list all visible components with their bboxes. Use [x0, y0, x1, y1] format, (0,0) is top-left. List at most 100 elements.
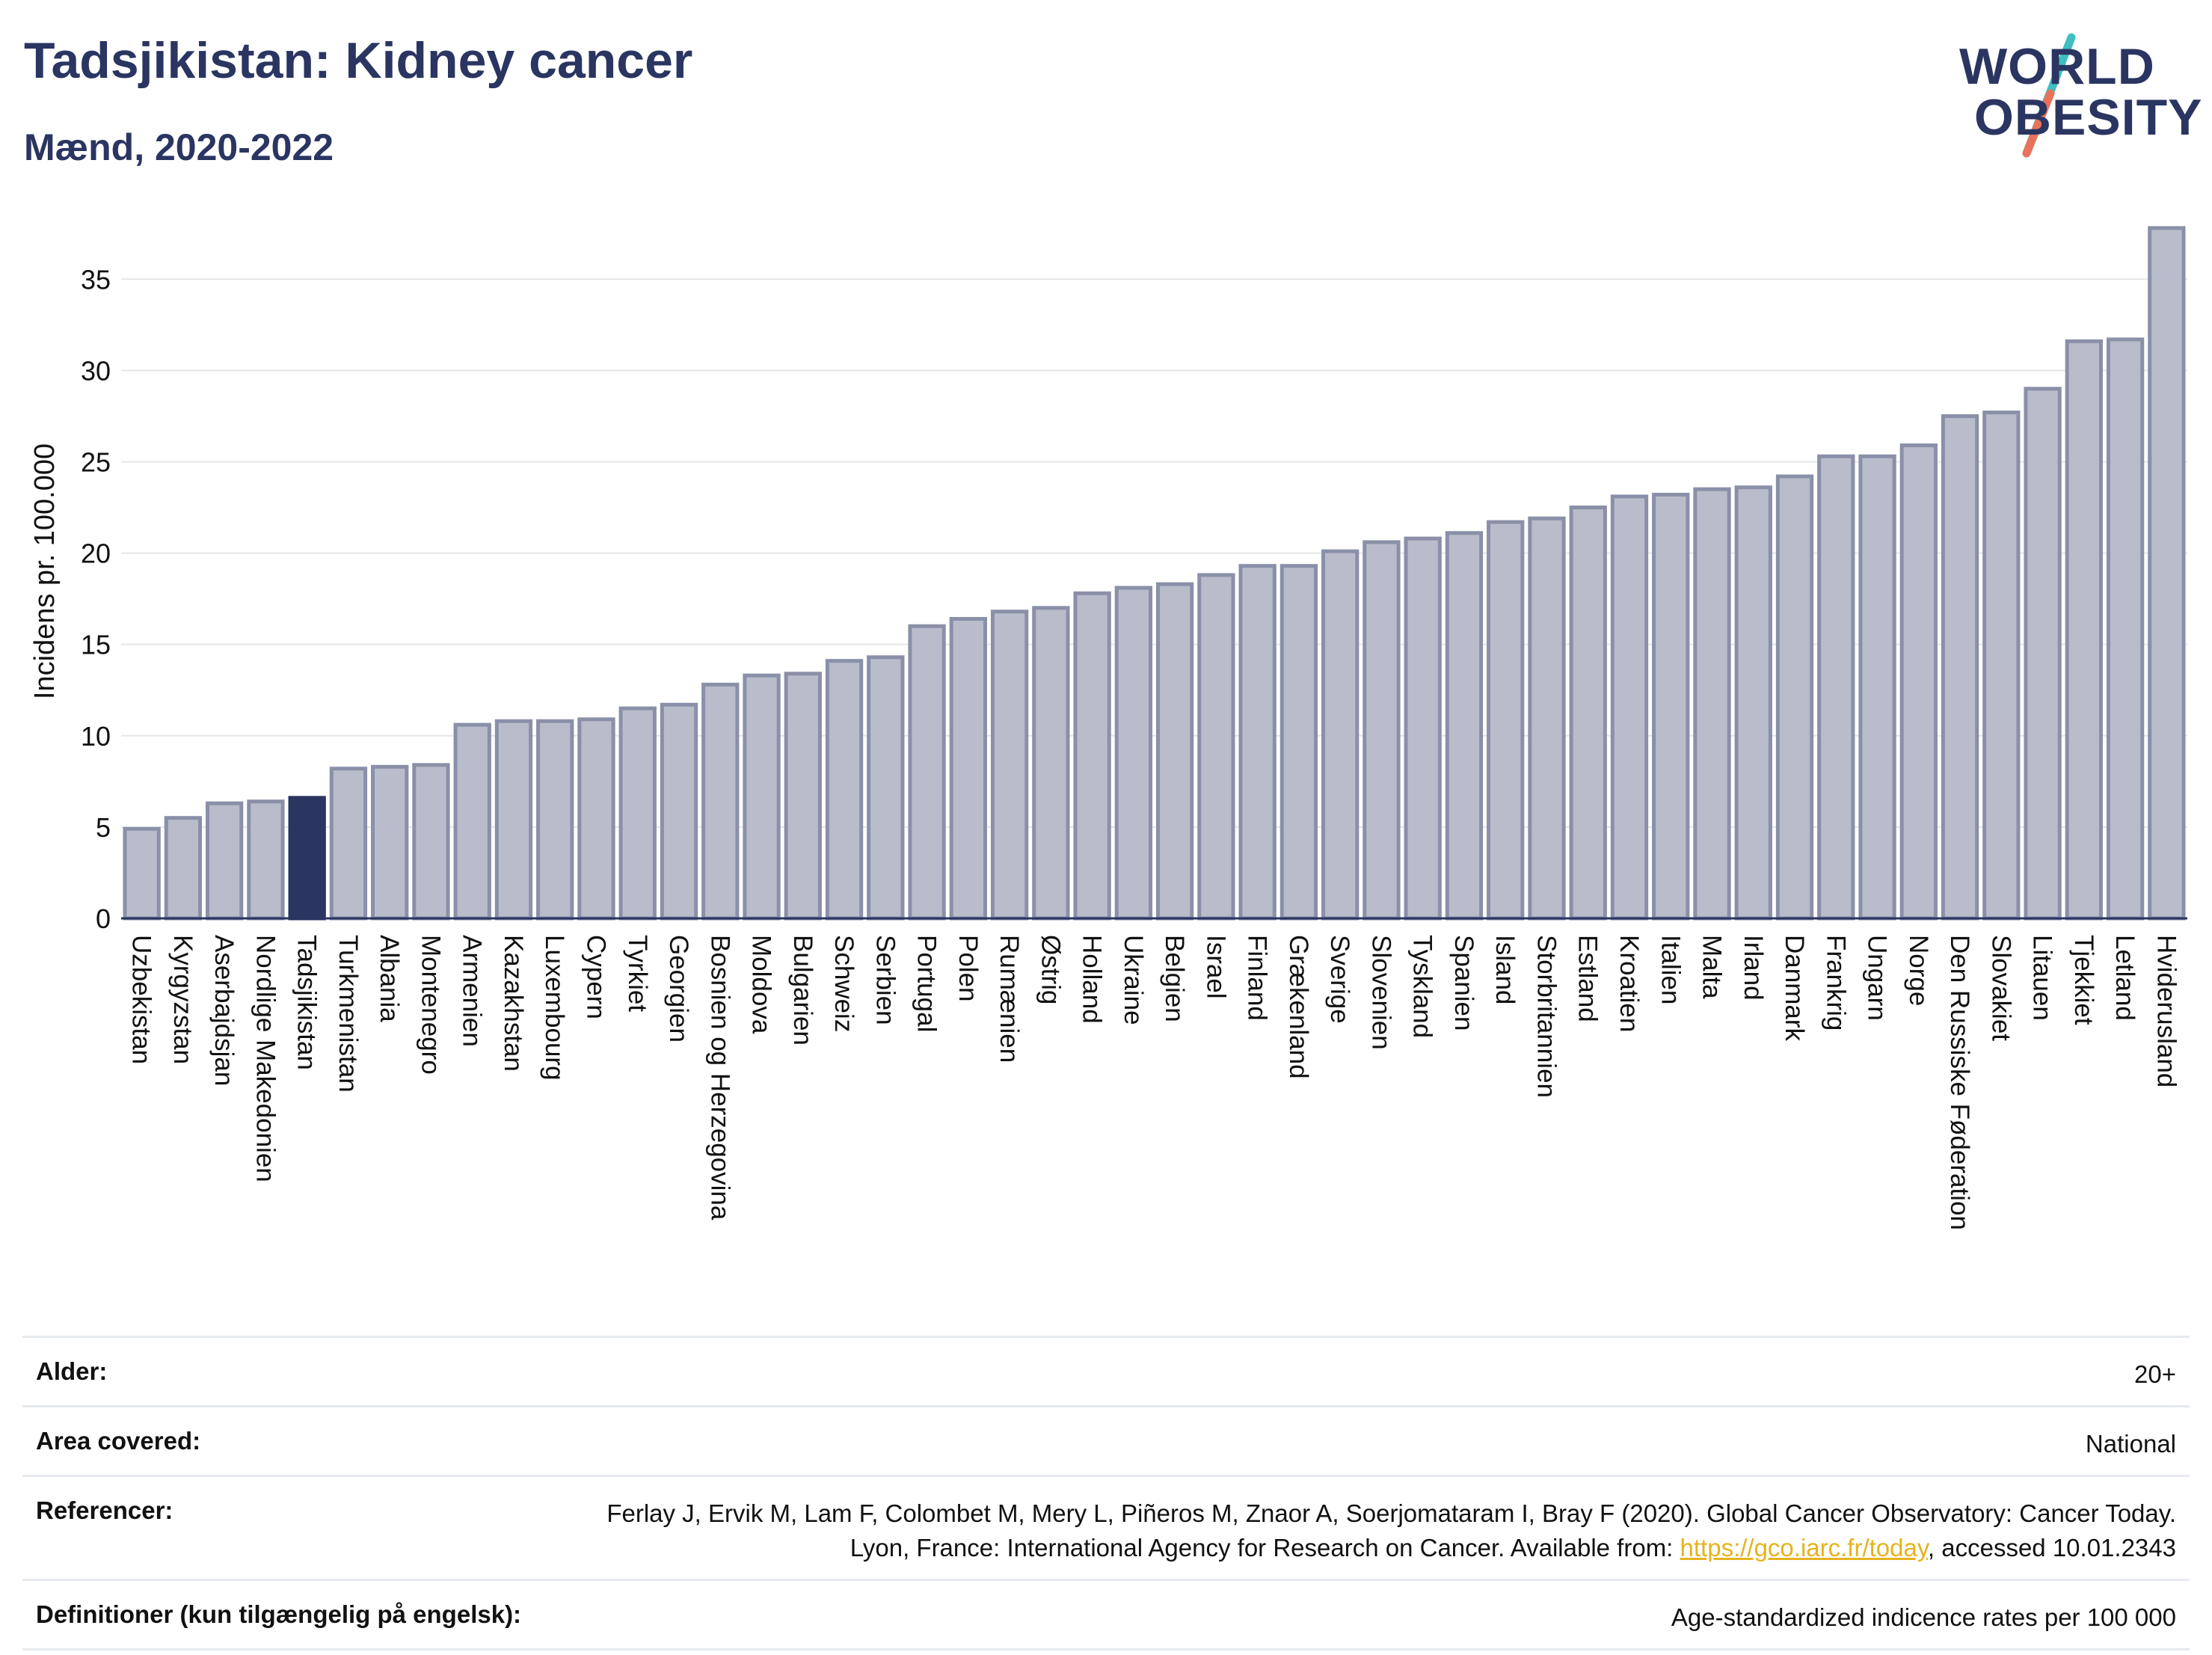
y-tick-label: 5 — [96, 812, 111, 843]
bar[interactable] — [371, 764, 409, 921]
x-tick-label: Rumænien — [995, 935, 1024, 1063]
bar[interactable] — [205, 801, 244, 921]
logo-slash-icon — [2022, 33, 2076, 158]
x-tick-label: Estland — [1573, 935, 1603, 1022]
x-tick-label: Schweiz — [829, 935, 858, 1032]
area-label: Area covered: — [36, 1427, 201, 1455]
bar[interactable] — [2024, 387, 2062, 921]
bar[interactable] — [1032, 606, 1070, 921]
x-tick-label: Kyrgyzstan — [168, 935, 197, 1064]
x-tick-label: Moldova — [747, 935, 776, 1034]
bar[interactable] — [412, 763, 450, 921]
bar[interactable] — [1610, 494, 1649, 921]
x-tick-labels: Uzbekistan Kyrgyzstan Aserbajdsjan Nordlige… — [127, 935, 2181, 1230]
meta-row-area: Area covered: National — [22, 1405, 2190, 1475]
bar[interactable] — [1817, 454, 1855, 921]
bar[interactable] — [1445, 531, 1484, 921]
bar[interactable] — [1362, 540, 1401, 921]
bar[interactable] — [2065, 339, 2104, 921]
bars — [123, 226, 2186, 921]
bar[interactable] — [660, 702, 698, 921]
bar[interactable] — [949, 616, 987, 921]
bar[interactable] — [1197, 573, 1235, 921]
x-tick-label: Cypern — [581, 935, 610, 1019]
bar[interactable] — [329, 767, 368, 921]
x-tick-label: Finland — [1243, 935, 1272, 1021]
y-tick-label: 15 — [81, 630, 111, 660]
bar[interactable] — [1775, 474, 1814, 921]
reference-link[interactable]: https://gco.iarc.fr/today — [1680, 1534, 1928, 1562]
bar[interactable] — [247, 799, 285, 921]
bar[interactable] — [1569, 506, 1607, 921]
bar[interactable] — [123, 826, 161, 921]
definitions-value: Age-standardized indicence rates per 100… — [1671, 1603, 2176, 1631]
y-tick-label: 20 — [81, 538, 111, 569]
x-tick-label: Tadsjikistan — [292, 935, 322, 1070]
x-tick-label: Litauen — [2028, 935, 2057, 1021]
x-tick-label: Den Russiske Føderation — [1945, 935, 1974, 1230]
bar[interactable] — [908, 624, 946, 921]
references-value: Ferlay J, Ervik M, Lam F, Colombet M, Me… — [568, 1496, 2176, 1565]
bar[interactable] — [1941, 414, 1979, 921]
bar[interactable] — [1652, 492, 1690, 921]
bar[interactable] — [1528, 516, 1566, 921]
bar[interactable] — [1899, 443, 1938, 921]
bar[interactable] — [1155, 582, 1194, 921]
bar[interactable] — [288, 796, 326, 921]
bar[interactable] — [577, 717, 615, 921]
bar[interactable] — [1321, 549, 1360, 921]
bar[interactable] — [867, 655, 905, 921]
bar[interactable] — [701, 682, 740, 921]
bar[interactable] — [1238, 564, 1276, 921]
y-tick-label: 0 — [96, 903, 111, 934]
reference-text: Ferlay J, Ervik M, Lam F, Colombet M, Me… — [606, 1499, 2176, 1562]
references-label: Referencer: — [36, 1496, 173, 1524]
bar[interactable] — [536, 719, 574, 921]
axes: 0 5 10 15 20 25 30 35 — [81, 264, 2187, 934]
x-tick-label: Uzbekistan — [127, 935, 156, 1064]
meta-row-age: Alder: 20+ — [22, 1336, 2190, 1405]
bar[interactable] — [494, 719, 533, 921]
x-tick-label: Belgien — [1160, 935, 1189, 1022]
bar[interactable] — [1073, 591, 1111, 921]
x-tick-label: Spanien — [1449, 935, 1478, 1031]
bar[interactable] — [1734, 485, 1772, 921]
x-tick-label: Frankrig — [1821, 935, 1850, 1031]
bar[interactable] — [743, 673, 781, 921]
bar[interactable] — [1114, 586, 1153, 921]
x-tick-label: Letland — [2110, 935, 2139, 1021]
bar[interactable] — [1982, 411, 2021, 921]
meta-row-definitions: Definitioner (kun tilgængelig på engelsk… — [22, 1579, 2190, 1651]
bar[interactable] — [2148, 226, 2186, 921]
age-label: Alder: — [36, 1357, 108, 1385]
x-tick-label: Bulgarien — [788, 935, 817, 1045]
x-tick-label: Malta — [1698, 935, 1727, 999]
bar[interactable] — [1279, 564, 1318, 921]
bar[interactable] — [618, 706, 657, 921]
reference-accessed: , accessed 10.01.2343 — [1927, 1534, 2176, 1562]
x-tick-label: Kroatien — [1615, 935, 1644, 1032]
bar[interactable] — [990, 610, 1029, 921]
x-tick-label: Tjekkiet — [2069, 935, 2098, 1025]
x-tick-label: Georgien — [664, 935, 693, 1043]
x-tick-label: Danmark — [1780, 935, 1809, 1041]
y-axis-label: Incidens pr. 100.000 — [29, 443, 61, 699]
age-value: 20+ — [2134, 1360, 2176, 1388]
x-tick-label: Albania — [375, 935, 404, 1022]
bar-chart: 0 5 10 15 20 25 30 35 Uzbekistan Kyrgyzstan Aserb… — [29, 226, 2187, 1230]
bar[interactable] — [164, 816, 203, 921]
bar[interactable] — [1404, 536, 1442, 921]
bar[interactable] — [1693, 487, 1731, 921]
logo-word-world: WORLD — [1959, 38, 2155, 95]
x-tick-label: Armenien — [458, 935, 487, 1047]
x-tick-label: Slovenien — [1366, 935, 1395, 1050]
x-tick-label: Storbritannien — [1531, 935, 1561, 1098]
bar[interactable] — [1487, 520, 1525, 921]
bar[interactable] — [2106, 337, 2145, 921]
bar[interactable] — [784, 672, 822, 921]
bar[interactable] — [453, 722, 491, 921]
bar[interactable] — [1858, 454, 1896, 921]
x-tick-label: Serbien — [870, 935, 900, 1025]
bar[interactable] — [825, 659, 864, 921]
x-tick-label: Bosnien og Herzegovina — [705, 935, 734, 1220]
